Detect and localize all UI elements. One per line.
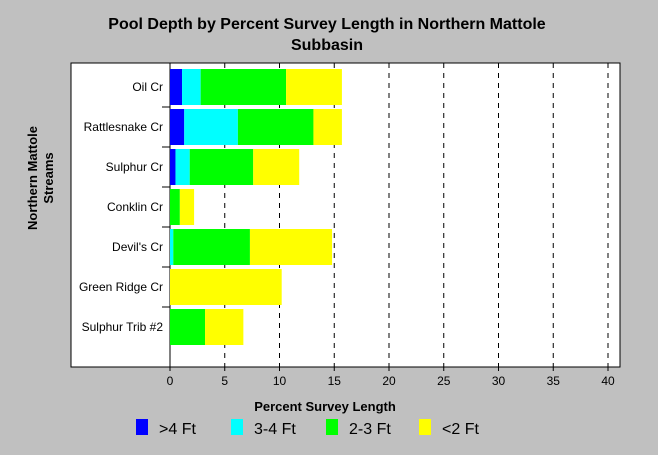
legend: >4 Ft 3-4 Ft 2-3 Ft <2 Ft [136,419,479,438]
legend-label: 3-4 Ft [254,421,296,438]
category-label: Sulphur Trib #2 [82,320,164,334]
x-tick-label: 0 [167,374,174,388]
bar-segment [189,149,254,185]
bar-segment [170,189,180,225]
y-axis-title: Northern Mattole Streams [25,126,56,230]
category-label: Sulphur Cr [106,160,163,174]
category-label: Rattlesnake Cr [84,120,163,134]
legend-swatch [326,419,338,435]
x-tick-label: 40 [601,374,615,388]
bar-segment [286,69,342,105]
x-tick-label: 5 [221,374,228,388]
plot-area: Oil Cr Rattlesnake Cr Sulphur Cr Conklin Cr… [70,62,621,388]
bar-segment [170,309,206,345]
bar-segment [253,149,300,185]
bar-segment [179,189,195,225]
x-tick-label: 15 [328,374,342,388]
legend-label: <2 Ft [442,421,479,438]
legend-label: 2-3 Ft [349,421,391,438]
bar-segment [170,69,183,105]
x-tick-label: 35 [547,374,561,388]
category-label: Devil's Cr [112,240,163,254]
bar-segment [200,69,287,105]
bar-segment [175,149,190,185]
bar-segment [184,109,238,145]
x-tick-label: 20 [382,374,396,388]
bar-segment [313,109,342,145]
category-label: Conklin Cr [107,200,163,214]
bar-segment [249,229,333,265]
plot-background [70,62,621,368]
bar-segment [173,229,250,265]
bar-segment [170,149,176,185]
bar-segment [170,229,174,265]
y-axis-title-line-1: Northern Mattole [25,126,40,230]
bar-segment [170,109,185,145]
x-tick-label: 30 [492,374,506,388]
chart-title-line-2: Subbasin [291,37,363,54]
x-axis-title: Percent Survey Length [254,399,396,414]
legend-label: >4 Ft [159,421,196,438]
y-axis-title-line-2: Streams [41,152,56,203]
bar-segment [170,269,282,305]
bar-segment [237,109,314,145]
category-label: Green Ridge Cr [79,280,163,294]
category-label: Oil Cr [132,80,163,94]
legend-swatch [136,419,148,435]
x-tick-label: 25 [437,374,451,388]
bar-segment [182,69,201,105]
chart-title-line-1: Pool Depth by Percent Survey Length in N… [108,16,545,33]
bar-segment [205,309,244,345]
legend-swatch [231,419,243,435]
legend-swatch [419,419,431,435]
x-tick-label: 10 [273,374,287,388]
